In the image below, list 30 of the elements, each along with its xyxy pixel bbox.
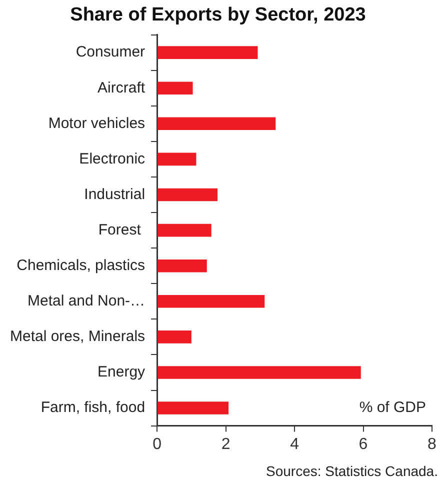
y-tick-label: Aircraft [98,79,146,96]
y-tick-label: Motor vehicles [48,114,146,132]
y-tick-label: Energy [98,364,146,381]
bar [158,224,212,237]
x-tick-label: 8 [428,436,437,453]
bar [158,366,361,379]
chart-title: Share of Exports by Sector, 2023 [70,4,366,26]
x-tick-label: 0 [152,436,162,453]
bar [158,259,207,272]
y-tick-label: Electronic [79,150,146,168]
y-tick-label: Farm, fish, food [40,399,146,416]
bar [158,294,265,308]
bar [158,46,258,59]
x-tick-label: 6 [358,436,368,453]
y-tick-label: Forest [98,221,146,238]
bar [158,330,192,344]
source-note: Sources: Statistics Canada. [266,462,438,479]
y-tick-label: Chemicals, plastics [16,256,146,274]
bar [158,402,229,414]
bar [158,152,196,166]
y-tick-label: Industrial [84,186,146,203]
y-tick-label: Metal ores, Minerals [10,328,146,346]
y-tick-label: Metal and Non-… [27,292,146,310]
x-tick-label: 2 [221,436,230,453]
y-tick-label: Consumer [76,44,146,61]
annotation: % of GDP [359,398,426,416]
bar [158,117,276,130]
x-tick-label: 4 [290,436,300,453]
bar [158,82,193,95]
bar [158,188,218,202]
